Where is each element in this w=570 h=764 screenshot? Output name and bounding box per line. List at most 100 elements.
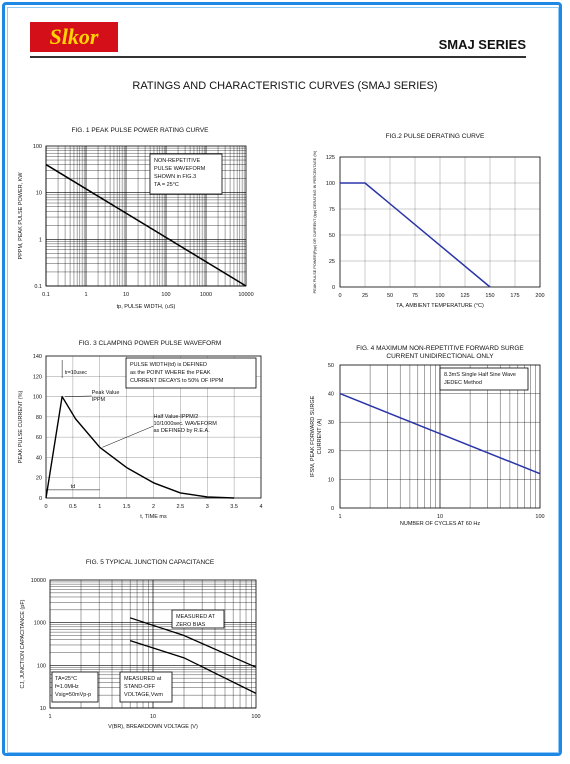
fig5-cond-box [51, 671, 99, 703]
fig2-x-tick: 100 [435, 293, 444, 299]
fig5-curve-0 [129, 617, 257, 668]
fig5-title: FIG. 5 TYPICAL JUNCTION CAPACITANCE [85, 559, 215, 566]
fig2-x-label: TA, AMBIENT TEMPERATURE (°C) [396, 303, 484, 309]
fig3-y-tick: 60 [36, 435, 42, 441]
fig1-note-line: TA = 25°C [154, 182, 179, 188]
header-rule [30, 56, 526, 58]
fig3-note-line: CURRENT DECAYS to 50% OF IPPM [130, 378, 224, 384]
fig5-zero-note-line: MEASURED AT [176, 614, 216, 620]
fig5-standoff-line: MEASURED at [124, 676, 162, 682]
fig4-y-tick: 10 [328, 477, 334, 483]
fig2-y-tick: 125 [326, 155, 335, 161]
fig1-curve [45, 163, 247, 287]
fig5-y-tick: 10 [40, 706, 46, 712]
fig2-y-tick: 0 [332, 285, 335, 291]
fig5-y-tick: 100 [37, 663, 46, 669]
fig3-x-tick: 3 [206, 504, 209, 510]
fig5-zero-note-line: ZERO BIAS [176, 622, 206, 628]
fig5-standoff-line: VOLTAGE,Vwm [124, 692, 163, 698]
fig1-note-line: NON-REPETITIVE [154, 158, 200, 164]
fig5-x-tick: 1 [48, 714, 51, 720]
fig1-note-line: SHOWN in FIG.3 [154, 174, 196, 180]
fig3-y-tick: 120 [33, 374, 42, 380]
fig4-curve [339, 392, 541, 475]
fig1-x-tick: 1 [84, 292, 87, 298]
fig4-title: FIG. 4 MAXIMUM NON-REPETITIVE FORWARD SU… [320, 345, 560, 361]
fig5-x-label: V(BR), BREAKDOWN VOLTAGE (V) [108, 724, 198, 730]
fig3-x-tick: 1 [98, 504, 101, 510]
fig5-standoff-box [119, 671, 173, 703]
fig1-y-tick: 100 [33, 144, 42, 150]
fig4-x-tick: 10 [437, 514, 443, 520]
fig3-note-box [125, 357, 257, 389]
fig1-y-tick: 1 [39, 237, 42, 243]
fig3-y-tick: 20 [36, 476, 42, 482]
fig3-half-label: Half Value-IPPM/2 [154, 414, 199, 420]
fig5-zero-note-box [171, 609, 225, 629]
fig4-note-line: 8.3mS Single Half Sine Wave [444, 372, 516, 378]
fig4-y-tick: 50 [328, 363, 334, 369]
fig4-note-box [439, 367, 529, 391]
fig3-half-pointer [102, 425, 154, 448]
fig3-td-label: td [71, 484, 76, 490]
fig4-x-tick: 100 [535, 514, 544, 520]
company-logo: Slkor [30, 22, 118, 52]
fig1-x-tick: 10000 [238, 292, 253, 298]
fig1-y-tick: 10 [36, 191, 42, 197]
fig5-y-tick: 1000 [34, 621, 46, 627]
fig3-y-label: PEAK PULSE CURRENT (%) [18, 391, 24, 464]
fig3-y-tick: 40 [36, 455, 42, 461]
fig3-x-tick: 2.5 [177, 504, 185, 510]
fig3-x-tick: 0.5 [69, 504, 77, 510]
fig3-title: FIG. 3 CLAMPING POWER PULSE WAVEFORM [78, 340, 222, 347]
fig1-x-tick: 0.1 [42, 292, 50, 298]
fig3-x-tick: 2 [152, 504, 155, 510]
fig5-cond-line: f=1.0MHz [55, 684, 79, 690]
fig5-cond-line: TA=25°C [55, 676, 77, 682]
fig4-x-label: NUMBER OF CYCLES AT 60 Hz [400, 521, 480, 527]
fig4-note-line: JEDEC Method [444, 380, 482, 386]
fig5-y-label: CJ, JUNCTION CAPACITANCE (pF) [20, 599, 26, 688]
fig2-y-label: PEAK PULSE POWER(Ppp) OR CURRENT (Ipp) D… [313, 150, 317, 293]
document-title: RATINGS AND CHARACTERISTIC CURVES (SMAJ … [132, 80, 438, 92]
fig1-y-label: PPPM, PEAK PULSE POWER, KW [18, 172, 24, 260]
fig3-half-label: 10/1000sec. WAVEFORM [154, 421, 218, 427]
fig3-peak-label: Peak Value [92, 390, 120, 396]
fig3-x-tick: 4 [259, 504, 262, 510]
fig1-x-label: tp, PULSE WIDTH, (uS) [117, 304, 176, 310]
fig4-y-tick: 20 [328, 449, 334, 455]
fig4-y-tick: 30 [328, 420, 334, 426]
fig3-y-tick: 140 [33, 354, 42, 360]
fig3-peak-pointer [64, 395, 92, 397]
fig4-y-tick: 0 [331, 506, 334, 512]
fig3-peak-label: IPPM [92, 397, 106, 403]
fig4-y-label: CURRENT (A) [317, 419, 323, 455]
fig2-x-tick: 75 [412, 293, 418, 299]
fig1-note-line: PULSE WAVEFORM [154, 166, 206, 172]
fig1-x-tick: 1000 [200, 292, 212, 298]
fig4-y-tick: 40 [328, 392, 334, 398]
fig3-y-tick: 80 [36, 415, 42, 421]
fig2-x-tick: 175 [510, 293, 519, 299]
fig5-cond-line: Vsig=50mVp-p [55, 692, 91, 698]
fig2-x-tick: 125 [460, 293, 469, 299]
fig1-title: FIG. 1 PEAK PULSE POWER RATING CURVE [71, 127, 209, 134]
fig3-x-tick: 0 [44, 504, 47, 510]
fig3-x-tick: 1.5 [123, 504, 131, 510]
fig5-y-tick: 10000 [31, 578, 46, 584]
fig5-x-tick: 10 [150, 714, 156, 720]
fig3-x-label: t, TIME ms [140, 514, 167, 520]
fig2-x-tick: 150 [485, 293, 494, 299]
fig2-title: FIG.2 PULSE DERATING CURVE [385, 133, 485, 140]
fig1-y-tick: 0.1 [34, 284, 42, 290]
fig4-x-tick: 1 [338, 514, 341, 520]
fig2-curve [340, 182, 491, 288]
fig4-title-line2: CURRENT UNIDIRECTIONAL ONLY [386, 353, 494, 360]
page-inner-border [7, 7, 559, 753]
series-title: SMAJ SERIES [438, 37, 526, 52]
fig5-curve-1 [129, 639, 257, 694]
fig2-y-tick: 50 [329, 233, 335, 239]
fig3-x-tick: 3.5 [230, 504, 238, 510]
fig5-standoff-line: STAND-OFF [124, 684, 156, 690]
